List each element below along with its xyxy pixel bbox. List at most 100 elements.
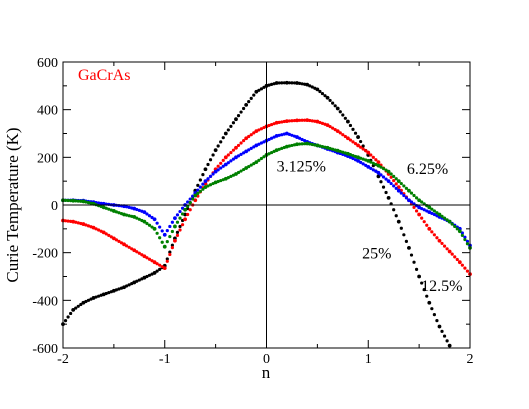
- data-point: [447, 343, 452, 348]
- data-point-interp: [392, 184, 396, 188]
- data-point-interp: [435, 211, 439, 215]
- data-point-interp: [86, 224, 91, 228]
- data-point-interp: [158, 263, 162, 267]
- data-point-interp: [145, 221, 149, 226]
- y-axis-label: Curie Temperature (K): [3, 127, 22, 282]
- data-point-interp: [280, 133, 284, 137]
- data-point-interp: [374, 158, 378, 162]
- data-point: [234, 155, 238, 160]
- data-point-interp: [320, 91, 325, 96]
- y-tick-label: 400: [37, 104, 58, 119]
- y-tick-label: -400: [32, 294, 58, 309]
- data-point-interp: [229, 174, 233, 178]
- data-point: [122, 212, 126, 217]
- data-point-interp: [297, 142, 302, 146]
- data-point-interp: [94, 227, 98, 231]
- data-point-interp: [114, 210, 119, 214]
- data-point-interp: [201, 187, 205, 191]
- data-point-interp: [280, 146, 284, 150]
- data-point-interp: [269, 150, 274, 155]
- data-point-interp: [168, 224, 172, 229]
- data-point-interp: [341, 113, 345, 117]
- data-point-interp: [178, 209, 182, 214]
- data-point-interp: [252, 131, 256, 135]
- data-point: [376, 174, 381, 179]
- data-point-interp: [381, 175, 386, 179]
- data-point-interp: [175, 213, 180, 217]
- data-point-interp: [318, 144, 322, 148]
- x-tick-label: -1: [159, 352, 171, 367]
- data-point-interp: [211, 153, 215, 157]
- data-point-interp: [135, 279, 139, 283]
- series-annotation: 12.5%: [421, 278, 462, 295]
- data-point-interp: [145, 256, 149, 260]
- data-point: [173, 238, 177, 243]
- data-point-interp: [269, 122, 274, 127]
- data-point-interp: [97, 201, 101, 205]
- data-point: [376, 170, 381, 175]
- data-point: [305, 118, 310, 123]
- data-point-interp: [74, 306, 78, 310]
- data-point-interp: [117, 211, 121, 215]
- data-point-interp: [175, 233, 180, 237]
- data-point-interp: [287, 119, 291, 123]
- data-point: [325, 95, 330, 100]
- data-point-interp: [267, 137, 271, 142]
- data-point-interp: [351, 156, 355, 161]
- data-point-interp: [165, 240, 169, 244]
- data-point-interp: [399, 181, 403, 186]
- y-tick-label: -200: [32, 247, 58, 262]
- data-point-interp: [435, 318, 439, 323]
- data-point-interp: [247, 100, 251, 104]
- data-point-interp: [186, 212, 190, 217]
- data-point: [71, 198, 76, 203]
- data-point-interp: [170, 229, 174, 234]
- data-point-interp: [74, 199, 78, 203]
- data-point: [142, 219, 147, 224]
- data-point: [234, 145, 238, 150]
- data-point: [111, 236, 116, 241]
- data-point-interp: [328, 125, 332, 129]
- data-point: [427, 210, 432, 215]
- data-point-interp: [290, 81, 294, 85]
- data-point-interp: [384, 190, 388, 195]
- data-point-interp: [208, 174, 213, 178]
- data-point-interp: [369, 166, 373, 170]
- data-point: [234, 117, 238, 122]
- data-point: [152, 271, 157, 275]
- data-point-interp: [287, 81, 291, 85]
- data-point-interp: [369, 153, 373, 157]
- data-point: [315, 143, 320, 148]
- data-point-interp: [465, 239, 470, 243]
- data-point: [427, 300, 432, 305]
- data-point-interp: [79, 302, 83, 307]
- data-point-interp: [277, 81, 281, 85]
- data-point: [284, 144, 289, 149]
- data-point-interp: [430, 207, 434, 211]
- data-point-interp: [414, 267, 419, 271]
- data-point: [295, 135, 299, 139]
- data-point-interp: [221, 158, 225, 162]
- data-point-interp: [399, 191, 403, 195]
- data-point-interp: [76, 199, 80, 203]
- data-point-interp: [221, 164, 225, 168]
- data-point-interp: [127, 205, 131, 209]
- data-point-interp: [379, 173, 383, 177]
- data-point-interp: [236, 170, 241, 175]
- data-point: [101, 230, 106, 235]
- data-point-interp: [450, 222, 454, 226]
- data-point-interp: [465, 242, 470, 246]
- data-point-interp: [247, 134, 251, 139]
- data-point: [81, 199, 86, 204]
- data-point: [71, 219, 76, 224]
- data-point: [244, 166, 249, 170]
- data-point-interp: [308, 118, 312, 123]
- data-point-interp: [409, 191, 414, 195]
- data-point-interp: [117, 287, 121, 291]
- data-point: [122, 285, 126, 290]
- data-point-interp: [465, 269, 470, 273]
- data-point-interp: [379, 165, 383, 169]
- data-point-interp: [211, 172, 215, 176]
- data-point-interp: [165, 229, 169, 233]
- data-point-interp: [257, 158, 261, 162]
